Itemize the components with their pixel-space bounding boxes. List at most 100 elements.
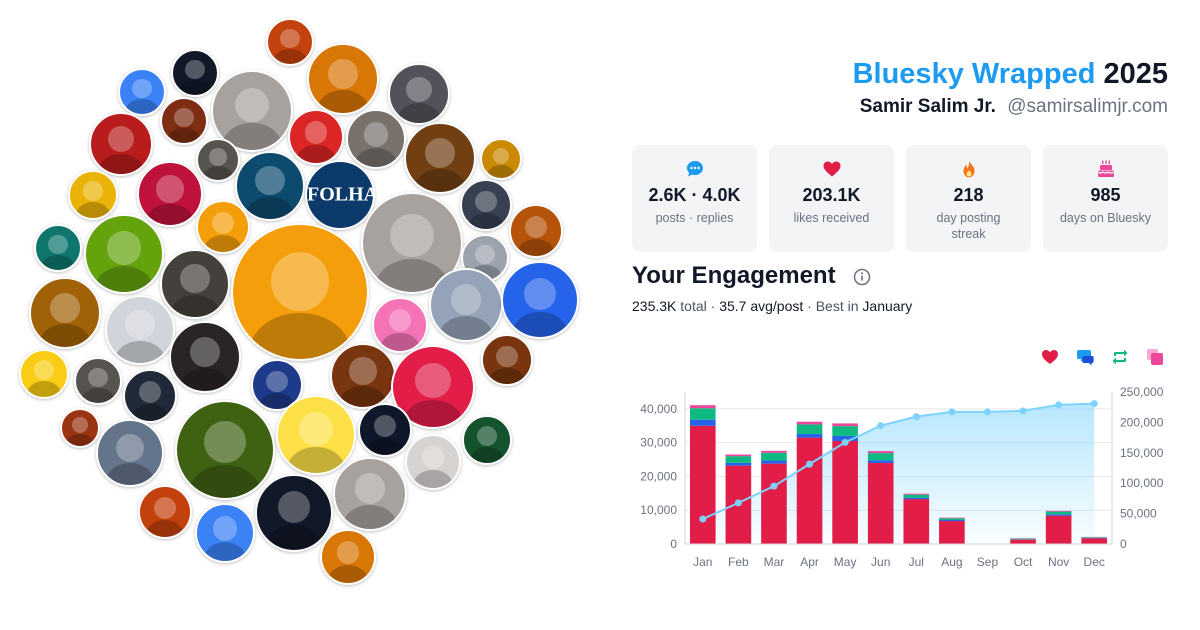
bar-segment <box>903 493 930 495</box>
reply-icon[interactable] <box>1075 347 1095 367</box>
engagement-best-prefix: Best in <box>815 298 859 314</box>
y2-tick-label: 200,000 <box>1120 415 1164 429</box>
avatar[interactable] <box>404 122 476 194</box>
flame-icon <box>963 160 974 178</box>
cumulative-point <box>1090 400 1098 408</box>
x-tick-label: Dec <box>1084 555 1105 569</box>
avatar[interactable] <box>480 138 522 180</box>
avatar[interactable] <box>358 403 412 457</box>
repost-icon[interactable] <box>1110 347 1130 367</box>
bar-segment <box>689 405 716 409</box>
bar-segment <box>1045 510 1072 512</box>
avatar[interactable] <box>138 485 192 539</box>
avatar[interactable] <box>501 261 579 339</box>
bar-segment <box>1010 538 1036 540</box>
avatar[interactable] <box>96 419 164 487</box>
stat-card-likes: 203.1K likes received <box>769 145 894 252</box>
bar-segment <box>939 521 965 544</box>
bar-segment <box>939 517 965 519</box>
avatar[interactable] <box>462 415 512 465</box>
avatar[interactable] <box>89 112 153 176</box>
quote-icon[interactable] <box>1145 347 1165 367</box>
engagement-total-word: total <box>680 298 707 314</box>
avatar[interactable] <box>320 529 376 585</box>
avatar[interactable] <box>346 109 406 169</box>
bar-segment <box>689 408 716 420</box>
avatar[interactable] <box>235 151 305 221</box>
avatar[interactable] <box>137 161 203 227</box>
avatar[interactable] <box>460 179 512 231</box>
avatar[interactable] <box>481 334 533 386</box>
avatar[interactable] <box>288 109 344 165</box>
avatar[interactable] <box>196 138 240 182</box>
avatar[interactable] <box>169 321 241 393</box>
x-tick-label: Feb <box>728 555 749 569</box>
avatar[interactable] <box>255 474 333 552</box>
cumulative-path <box>702 402 1095 520</box>
bar-segment <box>725 462 752 466</box>
engagement-best-month: January <box>862 298 913 314</box>
avatar[interactable] <box>405 434 461 490</box>
avatar[interactable] <box>372 297 428 353</box>
avatar[interactable] <box>333 457 407 531</box>
bar-segment <box>867 462 894 544</box>
avatar[interactable] <box>105 295 175 365</box>
info-icon[interactable] <box>853 268 871 286</box>
x-tick-label: Nov <box>1048 555 1069 569</box>
bar-segment <box>761 450 787 453</box>
cumulative-point <box>770 482 778 490</box>
cumulative-line <box>699 400 1098 523</box>
bar-segment <box>1045 515 1072 544</box>
avatar[interactable] <box>68 170 118 220</box>
heart-icon[interactable] <box>1040 347 1060 367</box>
avatar[interactable] <box>34 224 82 272</box>
avatar[interactable] <box>123 369 177 423</box>
avatar[interactable]: FOLHA <box>305 160 375 230</box>
bar-segment <box>903 494 930 498</box>
y2-tick-label: 50,000 <box>1120 507 1157 521</box>
avatar[interactable] <box>196 200 250 254</box>
avatar[interactable] <box>29 277 101 349</box>
avatar[interactable] <box>19 349 69 399</box>
heart-icon <box>823 161 840 177</box>
avatar[interactable] <box>171 49 219 97</box>
bar-segment <box>903 497 930 500</box>
avatar[interactable] <box>160 249 230 319</box>
stat-value: 218 <box>953 185 984 205</box>
stat-card-posts: 2.6K · 4.0K posts · replies <box>632 145 757 252</box>
title-year: 2025 <box>1103 58 1168 90</box>
bar-segment <box>689 425 716 544</box>
avatar[interactable] <box>74 357 122 405</box>
bar-segment <box>832 423 858 427</box>
avatar[interactable] <box>118 68 166 116</box>
bar-segment <box>1081 538 1108 544</box>
avatar[interactable] <box>231 223 369 361</box>
cumulative-point <box>948 408 956 416</box>
avatar[interactable] <box>276 395 356 475</box>
bar-segment <box>939 520 965 522</box>
page-title: Bluesky Wrapped 2025 <box>853 58 1168 91</box>
bar-segment <box>796 421 823 425</box>
avatar[interactable] <box>84 214 164 294</box>
avatar[interactable] <box>195 503 255 563</box>
cumulative-point <box>734 499 742 507</box>
x-tick-label: Jul <box>909 555 924 569</box>
cumulative-point <box>877 422 885 430</box>
cumulative-point <box>699 515 707 523</box>
avatar[interactable] <box>160 97 208 145</box>
y2-tick-label: 0 <box>1120 537 1127 551</box>
avatar[interactable] <box>175 400 275 500</box>
avatar[interactable] <box>266 18 314 66</box>
avatar[interactable] <box>330 343 396 409</box>
user-handle: @samirsalimjr.com <box>1007 96 1168 117</box>
avatar-cluster: FOLHA <box>19 18 579 585</box>
avatar[interactable] <box>60 408 100 448</box>
avatar[interactable] <box>388 63 450 125</box>
stat-value: 2.6K · 4.0K <box>648 185 741 205</box>
y-tick-label: 30,000 <box>640 436 677 450</box>
avatar[interactable] <box>429 268 503 342</box>
avatar[interactable] <box>509 204 563 258</box>
avatar[interactable] <box>307 43 379 115</box>
engagement-summary: 235.3K total · 35.7 avg/post · Best in J… <box>632 298 913 314</box>
engagement-chart: 0 10,000 20,000 30,000 40,000 0 50,000 100,000 1… <box>640 385 1164 569</box>
